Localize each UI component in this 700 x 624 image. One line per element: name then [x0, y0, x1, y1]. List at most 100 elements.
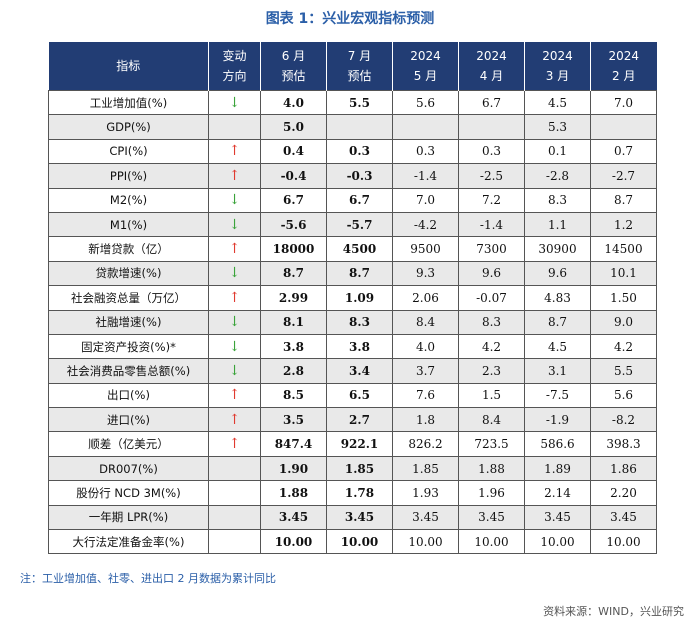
cell-jul-forecast: 8.3 [326, 309, 393, 335]
table-row: M2(%) ↓ 6.7 6.7 7.0 7.2 8.3 8.7 [48, 187, 657, 213]
indicator-name: DR007(%) [48, 455, 209, 482]
direction-cell [208, 480, 261, 506]
cell-2024-may: 1.85 [392, 455, 459, 482]
table-row: 一年期 LPR(%) 3.45 3.45 3.45 3.45 3.45 3.45 [48, 504, 657, 531]
cell-jun-forecast: 3.5 [260, 407, 327, 433]
cell-jul-forecast: 6.7 [326, 187, 393, 213]
arrow-down-icon: ↓ [228, 362, 241, 379]
cell-2024-feb: 5.6 [590, 382, 657, 409]
direction-cell: ↓ [208, 333, 261, 360]
cell-jul-forecast: 6.5 [326, 382, 393, 409]
cell-jul-forecast: -5.7 [326, 211, 393, 238]
cell-2024-apr: -2.5 [458, 163, 525, 189]
cell-jul-forecast: 2.7 [326, 407, 393, 433]
cell-2024-may: 4.0 [392, 333, 459, 360]
cell-2024-mar: 30900 [524, 236, 591, 262]
cell-2024-may: 9.3 [392, 260, 459, 287]
cell-jun-forecast: 0.4 [260, 138, 327, 165]
cell-2024-mar: -7.5 [524, 382, 591, 409]
table-row: 社会消费品零售总额(%) ↓ 2.8 3.4 3.7 2.3 3.1 5.5 [48, 358, 657, 384]
cell-jun-forecast: 4.0 [260, 89, 327, 116]
cell-jul-forecast [326, 114, 393, 140]
cell-jun-forecast: 1.88 [260, 480, 327, 506]
macro-indicator-table: 指标 变动 方向 6 月预估 7 月预估 2024 5 月 2024 4 月 2024… [48, 42, 657, 555]
cell-2024-apr: 8.4 [458, 407, 525, 433]
cell-2024-mar: 9.6 [524, 260, 591, 287]
cell-2024-mar: 8.3 [524, 187, 591, 213]
cell-2024-feb: -2.7 [590, 163, 657, 189]
table-row: CPI(%) ↑ 0.4 0.3 0.3 0.3 0.1 0.7 [48, 138, 657, 165]
cell-2024-feb: 14500 [590, 236, 657, 262]
header-direction: 变动 方向 [208, 42, 261, 91]
cell-jun-forecast: -5.6 [260, 211, 327, 238]
cell-2024-feb: 8.7 [590, 187, 657, 213]
cell-2024-feb: 10.1 [590, 260, 657, 287]
cell-jun-forecast: 8.1 [260, 309, 327, 335]
cell-jun-forecast: 2.8 [260, 358, 327, 384]
direction-cell: ↓ [208, 358, 261, 384]
indicator-name: 股份行 NCD 3M(%) [48, 480, 209, 506]
arrow-up-icon: ↑ [228, 143, 241, 160]
table-row: GDP(%) 5.0 5.3 [48, 114, 657, 140]
cell-jun-forecast: 6.7 [260, 187, 327, 213]
cell-2024-apr: 1.96 [458, 480, 525, 506]
cell-2024-may: 7.6 [392, 382, 459, 409]
indicator-name: 大行法定准备金率(%) [48, 529, 209, 555]
cell-2024-may [392, 114, 459, 140]
cell-2024-may: 3.45 [392, 504, 459, 531]
cell-2024-feb: 398.3 [590, 431, 657, 457]
direction-cell: ↑ [208, 285, 261, 311]
direction-cell: ↓ [208, 187, 261, 213]
table-row: M1(%) ↓ -5.6 -5.7 -4.2 -1.4 1.1 1.2 [48, 211, 657, 238]
cell-2024-mar: -2.8 [524, 163, 591, 189]
arrow-down-icon: ↓ [228, 265, 241, 282]
cell-jul-forecast: 1.09 [326, 285, 393, 311]
cell-2024-feb: 9.0 [590, 309, 657, 335]
cell-2024-may: -1.4 [392, 163, 459, 189]
table-row: 社会融资总量（万亿） ↑ 2.99 1.09 2.06 -0.07 4.83 1.50 [48, 285, 657, 311]
table-header-row: 指标 变动 方向 6 月预估 7 月预估 2024 5 月 2024 4 月 2024… [48, 42, 657, 91]
cell-2024-may: 2.06 [392, 285, 459, 311]
cell-2024-apr: 1.5 [458, 382, 525, 409]
cell-jun-forecast: 3.45 [260, 504, 327, 531]
direction-cell [208, 504, 261, 531]
table-row: 大行法定准备金率(%) 10.00 10.00 10.00 10.00 10.00 10.0… [48, 529, 657, 555]
table-row: 新增贷款（亿） ↑ 18000 4500 9500 7300 30900 14500 [48, 236, 657, 262]
header-jul-forecast: 7 月预估 [326, 42, 393, 91]
cell-2024-mar: 1.89 [524, 455, 591, 482]
direction-cell: ↓ [208, 309, 261, 335]
table-row: 贷款增速(%) ↓ 8.7 8.7 9.3 9.6 9.6 10.1 [48, 260, 657, 287]
table-row: 进口(%) ↑ 3.5 2.7 1.8 8.4 -1.9 -8.2 [48, 407, 657, 433]
cell-jun-forecast: 10.00 [260, 529, 327, 555]
cell-2024-apr: 9.6 [458, 260, 525, 287]
cell-2024-may: 10.00 [392, 529, 459, 555]
cell-2024-mar: 2.14 [524, 480, 591, 506]
cell-jun-forecast: 18000 [260, 236, 327, 262]
table-row: PPI(%) ↑ -0.4 -0.3 -1.4 -2.5 -2.8 -2.7 [48, 163, 657, 189]
cell-2024-apr: -0.07 [458, 285, 525, 311]
cell-2024-apr: 7300 [458, 236, 525, 262]
cell-2024-feb: -8.2 [590, 407, 657, 433]
indicator-name: 进口(%) [48, 407, 209, 433]
direction-cell [208, 529, 261, 555]
cell-2024-feb: 5.5 [590, 358, 657, 384]
cell-2024-may: 5.6 [392, 89, 459, 116]
cell-2024-mar: 4.5 [524, 89, 591, 116]
cell-2024-apr: 1.88 [458, 455, 525, 482]
cell-2024-may: 8.4 [392, 309, 459, 335]
header-2024-apr: 2024 4 月 [458, 42, 525, 91]
cell-2024-apr [458, 114, 525, 140]
cell-2024-mar: 4.83 [524, 285, 591, 311]
direction-cell: ↑ [208, 138, 261, 165]
cell-jun-forecast: -0.4 [260, 163, 327, 189]
cell-2024-feb: 1.50 [590, 285, 657, 311]
table-row: 顺差（亿美元） ↑ 847.4 922.1 826.2 723.5 586.6 398.3 [48, 431, 657, 457]
arrow-up-icon: ↑ [228, 387, 241, 404]
cell-jun-forecast: 847.4 [260, 431, 327, 457]
arrow-down-icon: ↓ [228, 338, 241, 355]
arrow-up-icon: ↑ [228, 289, 241, 306]
arrow-up-icon: ↑ [228, 167, 241, 184]
header-jun-forecast: 6 月预估 [260, 42, 327, 91]
indicator-name: 工业增加值(%) [48, 89, 209, 116]
source-note: 资料来源：WIND，兴业研究 [543, 605, 684, 618]
